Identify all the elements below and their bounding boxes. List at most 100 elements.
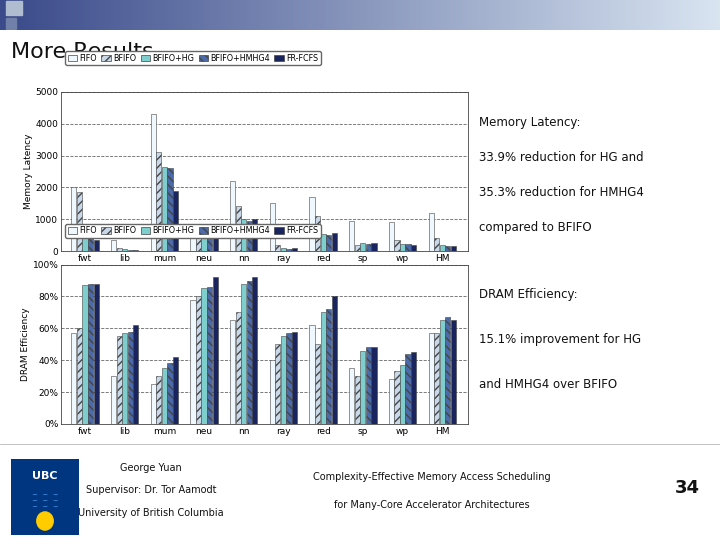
Bar xyxy=(366,244,371,251)
Bar xyxy=(230,320,235,424)
Bar xyxy=(445,246,450,251)
Bar xyxy=(235,312,240,424)
Bar xyxy=(212,278,217,424)
Bar xyxy=(207,233,212,251)
Text: Complexity-Effective Memory Access Scheduling: Complexity-Effective Memory Access Sched… xyxy=(313,472,551,482)
Bar xyxy=(196,296,201,424)
Bar xyxy=(196,231,201,251)
Bar xyxy=(133,250,138,251)
Bar xyxy=(111,376,116,424)
Text: ~  ~  ~: ~ ~ ~ xyxy=(32,498,58,504)
Bar xyxy=(355,376,360,424)
Text: George Yuan: George Yuan xyxy=(120,462,182,472)
Bar xyxy=(162,368,167,424)
Bar xyxy=(326,309,331,424)
Bar xyxy=(372,243,377,251)
Bar xyxy=(167,363,173,424)
Bar xyxy=(355,245,360,251)
Y-axis label: Memory Latency: Memory Latency xyxy=(24,134,32,209)
Bar xyxy=(434,238,439,251)
Circle shape xyxy=(37,512,53,530)
Bar xyxy=(190,300,196,424)
Y-axis label: DRAM Efficiency: DRAM Efficiency xyxy=(21,307,30,381)
Bar xyxy=(162,167,167,251)
Text: ~  ~  ~: ~ ~ ~ xyxy=(32,504,58,510)
Bar xyxy=(190,226,196,251)
Bar xyxy=(270,203,275,251)
Bar xyxy=(400,244,405,251)
Bar xyxy=(349,368,354,424)
Bar xyxy=(395,240,400,251)
Bar xyxy=(77,192,82,251)
Bar xyxy=(6,18,16,29)
Bar xyxy=(241,219,246,251)
Bar xyxy=(133,325,138,424)
Text: 34: 34 xyxy=(675,479,700,497)
Bar xyxy=(310,325,315,424)
Bar xyxy=(207,287,212,424)
Bar xyxy=(88,237,93,251)
Bar xyxy=(235,206,240,251)
Text: Memory Latency:: Memory Latency: xyxy=(479,116,580,129)
Bar xyxy=(82,285,88,424)
Bar xyxy=(94,240,99,251)
Bar xyxy=(332,296,337,424)
Bar xyxy=(372,347,377,424)
Bar xyxy=(94,284,99,424)
Bar xyxy=(71,333,76,424)
Bar xyxy=(173,357,178,424)
Text: University of British Columbia: University of British Columbia xyxy=(78,508,224,518)
Text: 33.9% reduction for HG and: 33.9% reduction for HG and xyxy=(479,151,644,164)
Bar xyxy=(270,360,275,424)
Text: Supervisor: Dr. Tor Aamodt: Supervisor: Dr. Tor Aamodt xyxy=(86,485,217,495)
Bar xyxy=(252,278,258,424)
Bar xyxy=(150,114,156,251)
Text: UBC: UBC xyxy=(32,471,58,481)
Bar xyxy=(82,238,88,251)
Bar xyxy=(389,222,394,251)
Text: for Many-Core Accelerator Architectures: for Many-Core Accelerator Architectures xyxy=(334,500,530,510)
Bar xyxy=(440,245,445,251)
Bar xyxy=(332,233,337,251)
Bar xyxy=(71,187,76,251)
Bar xyxy=(405,354,410,424)
Bar xyxy=(202,288,207,424)
Bar xyxy=(349,221,354,251)
Bar xyxy=(275,345,281,424)
Bar xyxy=(366,347,371,424)
Bar xyxy=(320,312,325,424)
Bar xyxy=(405,245,410,251)
Bar xyxy=(127,249,133,251)
Bar xyxy=(111,240,116,251)
Bar xyxy=(230,181,235,251)
Bar xyxy=(167,168,173,251)
Bar xyxy=(287,333,292,424)
Bar xyxy=(6,2,22,15)
Bar xyxy=(122,249,127,251)
Bar xyxy=(173,191,178,251)
Bar xyxy=(275,245,281,251)
Bar xyxy=(411,352,416,424)
Bar xyxy=(320,234,325,251)
Bar xyxy=(315,345,320,424)
Bar xyxy=(127,332,133,424)
Bar xyxy=(212,231,217,251)
Bar xyxy=(150,384,156,424)
Bar xyxy=(389,379,394,424)
Bar xyxy=(292,332,297,424)
Bar xyxy=(122,333,127,424)
Bar xyxy=(241,284,246,424)
Bar xyxy=(428,213,433,251)
Bar xyxy=(440,320,445,424)
Text: 15.1% improvement for HG: 15.1% improvement for HG xyxy=(479,333,641,346)
Bar xyxy=(202,232,207,251)
Bar xyxy=(247,281,252,424)
Legend: FIFO, BFIFO, BFIFO+HG, BFIFO+HMHG4, FR-FCFS: FIFO, BFIFO, BFIFO+HG, BFIFO+HMHG4, FR-F… xyxy=(66,51,321,65)
Bar xyxy=(247,221,252,251)
Bar xyxy=(117,336,122,424)
Bar xyxy=(400,365,405,424)
Text: ~  ~  ~: ~ ~ ~ xyxy=(32,492,58,498)
Bar xyxy=(117,248,122,251)
Text: and HMHG4 over BFIFO: and HMHG4 over BFIFO xyxy=(479,377,617,391)
Bar xyxy=(156,152,161,251)
